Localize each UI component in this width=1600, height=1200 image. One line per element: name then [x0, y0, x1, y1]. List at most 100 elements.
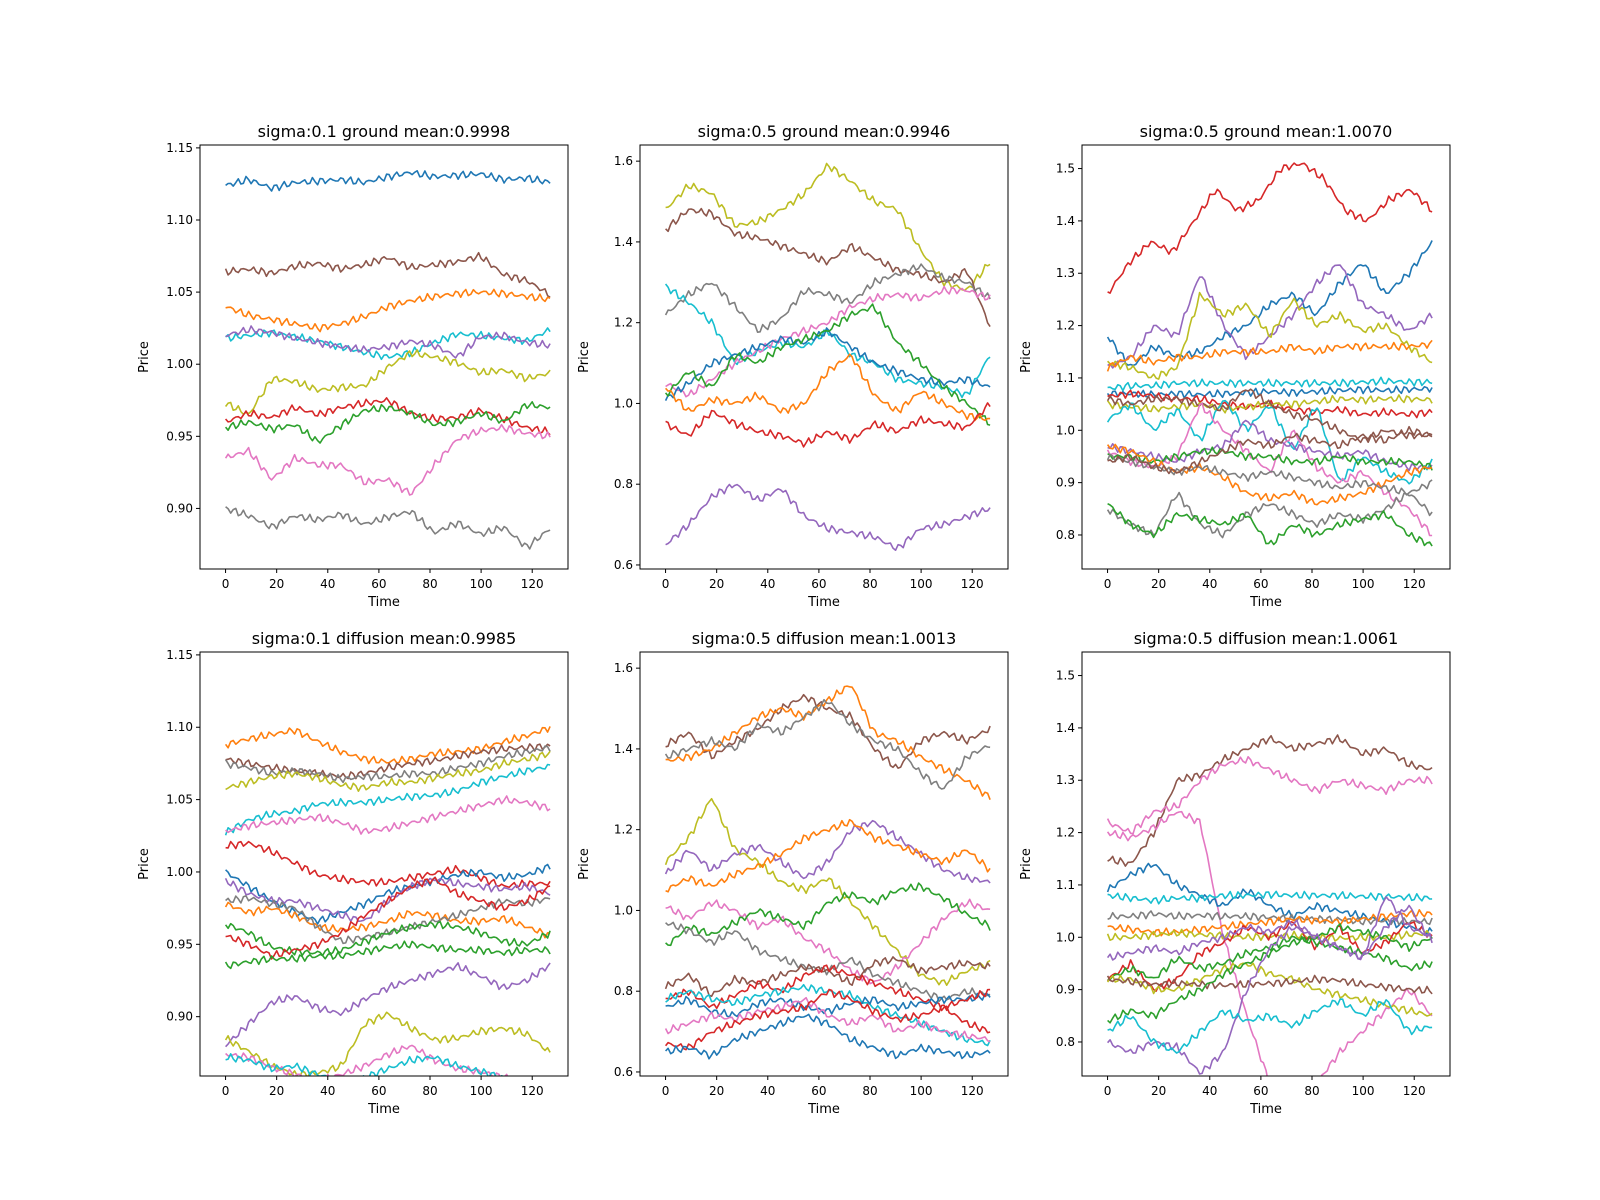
y-tick-label: 1.00: [166, 865, 193, 879]
series-line: [1106, 394, 1433, 414]
series-line: [665, 921, 991, 1003]
plot-frame: [639, 144, 1009, 570]
x-tick-label: 120: [521, 1084, 544, 1098]
series-line: [664, 327, 991, 401]
series-line: [665, 207, 991, 328]
subplot-title: sigma:0.5 diffusion mean:1.0013: [692, 629, 957, 648]
subplot-title: sigma:0.1 ground mean:0.9998: [258, 122, 511, 141]
series-line: [224, 726, 551, 765]
x-tick-label: 80: [862, 577, 877, 591]
series-line: [665, 693, 991, 770]
x-axis-label: Time: [1249, 595, 1282, 610]
y-axis-label: Price: [1019, 341, 1034, 373]
x-tick-label: 20: [269, 1084, 284, 1098]
y-tick-label: 1.2: [1056, 319, 1075, 333]
y-tick-label: 1.00: [166, 357, 193, 371]
series-line: [225, 506, 551, 550]
series-line: [224, 397, 551, 436]
series-line: [225, 840, 551, 889]
series-line: [665, 162, 991, 292]
subplot-6: 0 20 40 60 80 100 120 0.8 0.9 1.0 1.1 1.2 1.3 1.4 1.5 s…: [1019, 629, 1451, 1117]
series-line: [1106, 962, 1433, 1017]
plot-frame: [199, 144, 569, 570]
x-tick-label: 60: [371, 577, 386, 591]
series-group: [224, 726, 551, 1076]
series-line: [224, 251, 551, 298]
x-tick-label: 100: [1352, 577, 1375, 591]
series-line: [225, 863, 551, 925]
series-line: [1106, 240, 1433, 367]
series-line: [225, 325, 551, 359]
y-axis-label: Price: [137, 848, 152, 880]
series-group: [664, 685, 991, 1060]
y-tick-label: 0.90: [166, 501, 193, 515]
series-line: [1107, 425, 1433, 475]
series-line: [224, 423, 551, 496]
y-tick-label: 1.4: [614, 742, 633, 756]
y-tick-label: 0.95: [166, 429, 193, 443]
series-group: [1106, 734, 1433, 1076]
subplot-5: 0 20 40 60 80 100 120 0.6 0.8 1.0 1.2 1.4 1.6 sigma:0…: [577, 629, 1009, 1117]
series-line: [665, 882, 991, 947]
y-tick-label: 1.1: [1056, 878, 1075, 892]
y-tick-label: 0.8: [1056, 528, 1075, 542]
series-line: [1106, 974, 1433, 995]
x-tick-label: 120: [961, 577, 984, 591]
x-tick-label: 0: [662, 1084, 670, 1098]
subplot-title: sigma:0.5 diffusion mean:1.0061: [1134, 629, 1399, 648]
series-line: [665, 685, 991, 800]
x-tick-label: 120: [961, 1084, 984, 1098]
x-tick-label: 0: [1104, 1084, 1112, 1098]
series-line: [224, 349, 551, 416]
y-tick-label: 1.10: [166, 720, 193, 734]
x-tick-label: 100: [470, 577, 493, 591]
x-tick-label: 120: [521, 577, 544, 591]
plot-frame: [1081, 651, 1451, 1077]
series-line: [225, 962, 551, 1048]
y-axis-label: Price: [577, 341, 592, 373]
series-line: [1107, 389, 1433, 419]
subplot-2: 0 20 40 60 80 100 120 0.6 0.8 1.0 1.2 1.4 1.6 sigma:0…: [577, 122, 1009, 610]
series-line: [1106, 402, 1433, 537]
series-line: [665, 818, 991, 893]
series-group: [664, 162, 991, 552]
x-tick-label: 60: [1253, 577, 1268, 591]
series-line: [1107, 419, 1433, 472]
x-tick-label: 40: [320, 1084, 335, 1098]
series-line: [1106, 755, 1433, 835]
x-tick-label: 60: [1253, 1084, 1268, 1098]
x-tick-label: 120: [1403, 1084, 1426, 1098]
series-line: [225, 327, 551, 361]
x-tick-label: 100: [910, 1084, 933, 1098]
series-line: [665, 1013, 991, 1060]
y-axis-label: Price: [577, 848, 592, 880]
series-line: [225, 1044, 515, 1076]
series-line: [665, 285, 991, 398]
y-tick-label: 0.6: [614, 558, 633, 572]
x-tick-label: 0: [222, 1084, 230, 1098]
y-axis-label: Price: [1019, 848, 1034, 880]
y-axis-label: Price: [137, 341, 152, 373]
x-tick-label: 60: [811, 1084, 826, 1098]
series-line: [1107, 890, 1433, 905]
series-line: [1107, 908, 1433, 937]
series-group: [224, 170, 551, 550]
y-tick-label: 1.10: [166, 213, 193, 227]
y-tick-label: 1.4: [1056, 214, 1075, 228]
y-tick-label: 1.0: [1056, 423, 1075, 437]
x-tick-label: 40: [760, 577, 775, 591]
subplot-title: sigma:0.5 ground mean:1.0070: [1140, 122, 1393, 141]
series-line: [224, 901, 551, 939]
x-axis-label: Time: [807, 1102, 840, 1117]
series-line: [1107, 998, 1433, 1054]
series-line: [1107, 734, 1433, 867]
x-axis-label: Time: [807, 595, 840, 610]
series-line: [1107, 910, 1433, 926]
y-tick-label: 1.15: [166, 141, 193, 155]
y-tick-label: 1.6: [614, 154, 633, 168]
x-tick-label: 80: [1304, 1084, 1319, 1098]
subplot-3: 0 20 40 60 80 100 120 0.8 0.9 1.0 1.1 1.2 1.3 1.4 1.5 s…: [1019, 122, 1451, 610]
x-tick-label: 80: [1304, 577, 1319, 591]
y-tick-label: 1.5: [1056, 162, 1075, 176]
